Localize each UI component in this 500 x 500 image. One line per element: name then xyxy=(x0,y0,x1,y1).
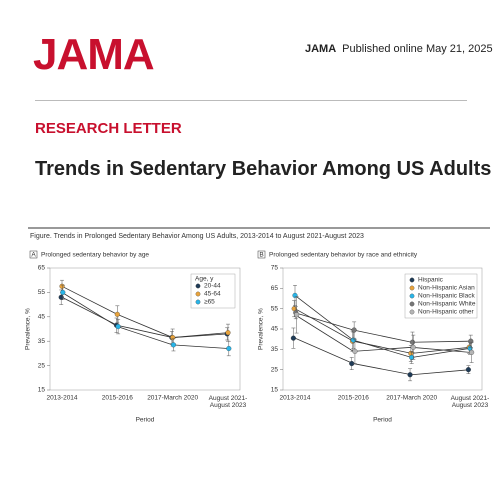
data-point xyxy=(59,283,65,289)
x-tick-label: 2015-2016 xyxy=(338,395,369,402)
x-tick-label: 2013-2014 xyxy=(46,395,77,402)
y-tick-label: 75 xyxy=(271,265,279,272)
legend-swatch xyxy=(409,301,415,307)
x-axis-label: Period xyxy=(136,417,155,424)
data-point xyxy=(170,342,177,348)
series-line xyxy=(61,285,229,338)
data-point xyxy=(170,334,176,341)
legend-label: Hispanic xyxy=(418,277,444,284)
y-tick-label: 35 xyxy=(38,338,46,345)
data-point xyxy=(115,324,121,330)
panel-badge xyxy=(29,250,38,259)
data-point xyxy=(225,330,231,336)
x-tick-label: August 2021-August 2023 xyxy=(451,395,490,409)
y-tick-label: 55 xyxy=(271,305,279,312)
data-point xyxy=(351,327,357,333)
y-tick-label: 25 xyxy=(38,362,46,369)
section-label: RESEARCH LETTER xyxy=(35,120,182,137)
legend-swatch xyxy=(409,277,415,283)
series-line xyxy=(294,337,471,376)
x-axis-label: Period xyxy=(373,417,392,424)
logo: JAMA xyxy=(33,30,155,79)
y-tick-label: 65 xyxy=(38,265,46,272)
series-line xyxy=(61,296,229,338)
legend-swatch xyxy=(195,291,201,297)
divider xyxy=(35,100,467,101)
x-tick-label: August 2021-August 2023 xyxy=(209,395,248,409)
panel-label: A xyxy=(31,252,36,259)
legend-box xyxy=(404,273,478,319)
data-point xyxy=(290,335,296,341)
data-point xyxy=(468,338,474,344)
data-point xyxy=(409,354,415,361)
legend-label: Non-Hispanic other xyxy=(418,309,474,316)
y-tick-label: 15 xyxy=(38,387,46,394)
data-point xyxy=(226,345,232,352)
panel-label: B xyxy=(259,252,263,259)
panel-badge xyxy=(257,250,266,259)
plot-frame xyxy=(49,267,241,391)
y-tick-label: 55 xyxy=(38,289,46,296)
y-tick-label: 65 xyxy=(271,285,279,292)
legend-label: Non-Hispanic White xyxy=(418,301,476,308)
article-title: Trends in Sedentary Behavior Among US Ad… xyxy=(35,158,492,180)
y-tick-label: 15 xyxy=(271,387,279,394)
legend-label: 45-64 xyxy=(204,291,221,298)
y-tick-label: 35 xyxy=(271,346,279,353)
data-point xyxy=(352,348,358,354)
x-tick-label: 2017-March 2020 xyxy=(147,395,198,402)
y-axis-label: Prevalence, % xyxy=(25,308,32,350)
data-point xyxy=(114,311,120,317)
legend-label: Non-Hispanic Black xyxy=(418,293,475,300)
journal: JAMA xyxy=(305,43,337,55)
y-tick-label: 45 xyxy=(271,326,279,333)
data-point xyxy=(409,339,416,345)
legend-title: Age, y xyxy=(195,276,214,283)
legend-label: 20-44 xyxy=(204,283,221,290)
series-line xyxy=(61,292,229,349)
y-tick-label: 25 xyxy=(271,366,279,373)
data-point xyxy=(469,349,475,355)
figure-caption: Figure. Trends in Prolonged Sedentary Be… xyxy=(30,233,364,240)
publication-info: JAMA Published online May 21, 2025 xyxy=(305,43,493,55)
legend-swatch xyxy=(195,299,201,305)
data-point xyxy=(407,372,413,378)
y-tick-label: 45 xyxy=(38,314,46,321)
legend-label: Non-Hispanic Asian xyxy=(418,285,475,292)
panel-title: Prolonged sedentary behavior by age xyxy=(41,252,149,259)
x-tick-label: 2013-2014 xyxy=(279,395,310,402)
data-point xyxy=(60,289,66,295)
legend-swatch xyxy=(409,285,415,291)
x-tick-label: 2017-March 2020 xyxy=(386,395,437,402)
data-point xyxy=(410,344,416,350)
series-line xyxy=(294,312,471,343)
x-tick-label: 2015-2016 xyxy=(102,395,133,402)
series-line xyxy=(294,295,471,358)
panel-title: Prolonged sedentary behavior by race and… xyxy=(269,252,418,259)
published-date: Published online May 21, 2025 xyxy=(342,43,493,55)
legend-label: ≥65 xyxy=(204,299,215,306)
legend-swatch xyxy=(195,283,201,289)
data-point xyxy=(465,367,471,373)
legend-swatch xyxy=(409,309,415,315)
series-line xyxy=(294,308,471,354)
y-axis-label: Prevalence, % xyxy=(258,308,265,350)
legend-swatch xyxy=(409,293,415,299)
series-line xyxy=(294,314,471,353)
data-point xyxy=(294,312,300,318)
